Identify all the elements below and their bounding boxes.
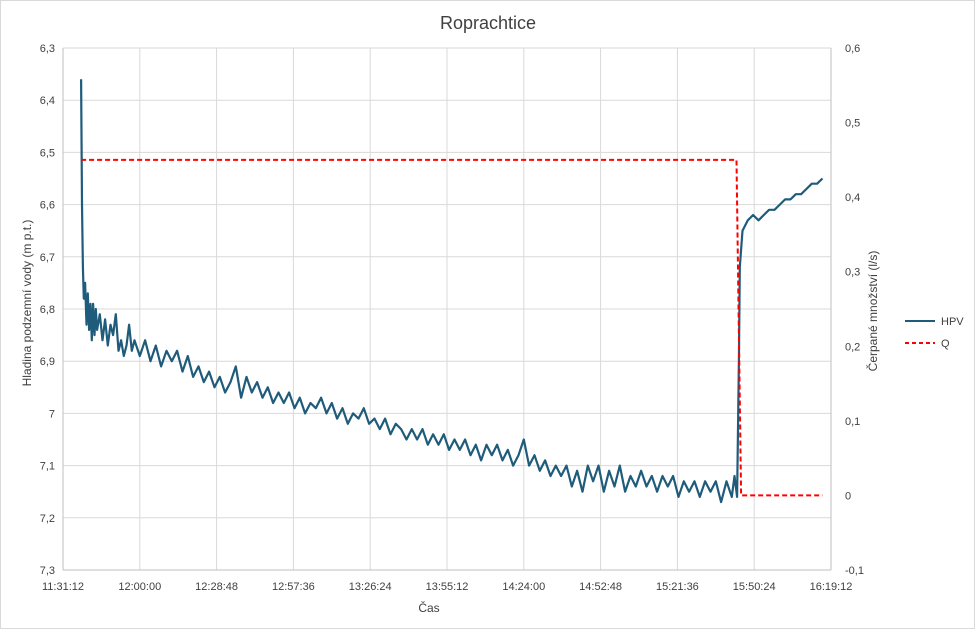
x-axis-ticks: 11:31:12 12:00:00 12:28:48 12:57:36 13:26:24… (42, 581, 852, 593)
x-tick-label: 12:28:48 (195, 581, 238, 593)
x-tick-label: 12:57:36 (272, 581, 315, 593)
gridlines (62, 47, 832, 571)
y-tick-label: 7,3 (40, 565, 55, 577)
x-tick-label: 13:26:24 (349, 581, 392, 593)
y-tick-label: 6,5 (40, 147, 55, 159)
y-tick-label: 6,6 (40, 200, 55, 212)
axes (62, 48, 832, 571)
y2-tick-label: 0,2 (845, 341, 860, 353)
y2-axis-ticks: 0,6 0,5 0,4 0,3 0,2 0,1 0 -0,1 (845, 43, 864, 577)
y-tick-label: 7,2 (40, 513, 55, 525)
y2-tick-label: 0,3 (845, 267, 860, 279)
y-tick-label: 7 (49, 408, 55, 420)
series-line-hpv (80, 79, 824, 504)
legend-label-hpv: HPV (941, 316, 964, 328)
y-tick-label: 6,4 (40, 95, 55, 107)
y2-tick-label: 0,1 (845, 416, 860, 428)
y-tick-label: 6,8 (40, 304, 55, 316)
chart-title: Roprachtice (440, 13, 536, 33)
y2-tick-label: 0,4 (845, 192, 860, 204)
y2-tick-label: 0,5 (845, 118, 860, 130)
x-tick-label: 14:24:00 (502, 581, 545, 593)
y2-tick-label: 0,6 (845, 43, 860, 55)
y-axis-ticks: 6,3 6,4 6,5 6,6 6,7 6,8 6,9 7 7,1 7,2 7,3 (40, 43, 55, 577)
x-tick-label: 16:19:12 (810, 581, 853, 593)
y-tick-label: 7,1 (40, 461, 55, 473)
x-axis-title: Čas (418, 600, 439, 615)
y-tick-label: 6,9 (40, 356, 55, 368)
y-axis-title: Hladina podzemní vody (m p.t.) (20, 220, 34, 387)
x-tick-label: 15:21:36 (656, 581, 699, 593)
legend-label-q: Q (941, 338, 950, 350)
x-tick-label: 13:55:12 (426, 581, 469, 593)
x-tick-label: 15:50:24 (733, 581, 776, 593)
series-group (80, 79, 824, 504)
x-tick-label: 14:52:48 (579, 581, 622, 593)
legend: HPV Q (905, 316, 964, 350)
y2-tick-label: -0,1 (845, 565, 864, 577)
x-tick-label: 12:00:00 (118, 581, 161, 593)
y2-tick-label: 0 (845, 490, 851, 502)
x-tick-label: 11:31:12 (42, 581, 84, 593)
y-tick-label: 6,7 (40, 252, 55, 264)
y2-axis-title: Čerpané množství (l/s) (865, 251, 880, 372)
y-tick-label: 6,3 (40, 43, 55, 55)
